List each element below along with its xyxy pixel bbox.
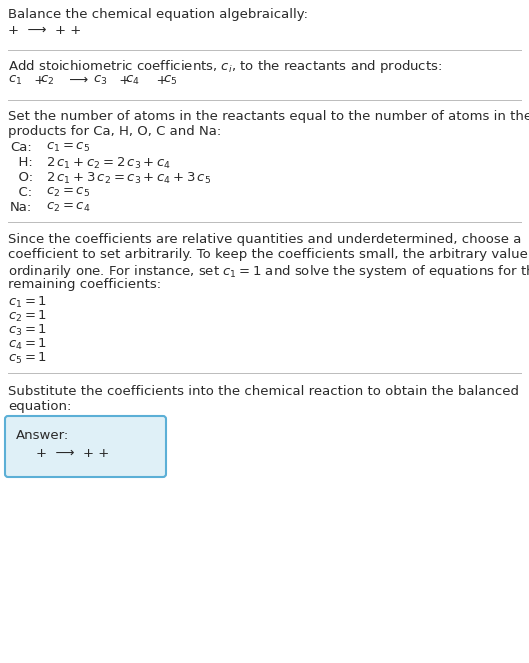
Text: $c_1 = c_5$: $c_1 = c_5$ [46,141,90,154]
Text: $2\,c_1 + c_2 = 2\,c_3 + c_4$: $2\,c_1 + c_2 = 2\,c_3 + c_4$ [46,156,171,171]
Text: C:: C: [10,186,32,199]
Text: $c_1 = 1$: $c_1 = 1$ [8,295,47,310]
FancyBboxPatch shape [5,416,166,477]
Text: $c_2 = c_4$: $c_2 = c_4$ [46,201,90,214]
Text: +: + [115,74,130,87]
Text: Set the number of atoms in the reactants equal to the number of atoms in the: Set the number of atoms in the reactants… [8,110,529,123]
Text: Ca:: Ca: [10,141,32,154]
Text: +  ⟶  + +: + ⟶ + + [8,24,81,37]
Text: +: + [30,74,45,87]
Text: H:: H: [10,156,33,169]
Text: products for Ca, H, O, C and Na:: products for Ca, H, O, C and Na: [8,125,221,138]
Text: Since the coefficients are relative quantities and underdetermined, choose a: Since the coefficients are relative quan… [8,233,522,246]
Text: ordinarily one. For instance, set $c_1 = 1$ and solve the system of equations fo: ordinarily one. For instance, set $c_1 =… [8,263,529,280]
Text: $c_1$: $c_1$ [8,74,22,87]
Text: Add stoichiometric coefficients, $c_i$, to the reactants and products:: Add stoichiometric coefficients, $c_i$, … [8,58,442,75]
Text: $c_2 = 1$: $c_2 = 1$ [8,309,47,324]
Text: $2\,c_1 + 3\,c_2 = c_3 + c_4 + 3\,c_5$: $2\,c_1 + 3\,c_2 = c_3 + c_4 + 3\,c_5$ [46,171,211,186]
Text: $c_5$: $c_5$ [163,74,177,87]
Text: $c_5 = 1$: $c_5 = 1$ [8,351,47,366]
Text: Substitute the coefficients into the chemical reaction to obtain the balanced: Substitute the coefficients into the che… [8,385,519,398]
Text: +: + [148,74,168,87]
Text: equation:: equation: [8,400,71,413]
Text: +  ⟶  + +: + ⟶ + + [36,447,110,460]
Text: Na:: Na: [10,201,32,214]
Text: $c_2 = c_5$: $c_2 = c_5$ [46,186,90,199]
Text: O:: O: [10,171,33,184]
Text: $c_3$: $c_3$ [93,74,107,87]
Text: $c_4 = 1$: $c_4 = 1$ [8,337,47,352]
Text: $c_4$: $c_4$ [125,74,140,87]
Text: $c_3 = 1$: $c_3 = 1$ [8,323,47,338]
Text: coefficient to set arbitrarily. To keep the coefficients small, the arbitrary va: coefficient to set arbitrarily. To keep … [8,248,529,261]
Text: Balance the chemical equation algebraically:: Balance the chemical equation algebraica… [8,8,308,21]
Text: Answer:: Answer: [16,429,69,442]
Text: ⟶: ⟶ [65,74,88,87]
Text: $c_2$: $c_2$ [40,74,54,87]
Text: remaining coefficients:: remaining coefficients: [8,278,161,291]
